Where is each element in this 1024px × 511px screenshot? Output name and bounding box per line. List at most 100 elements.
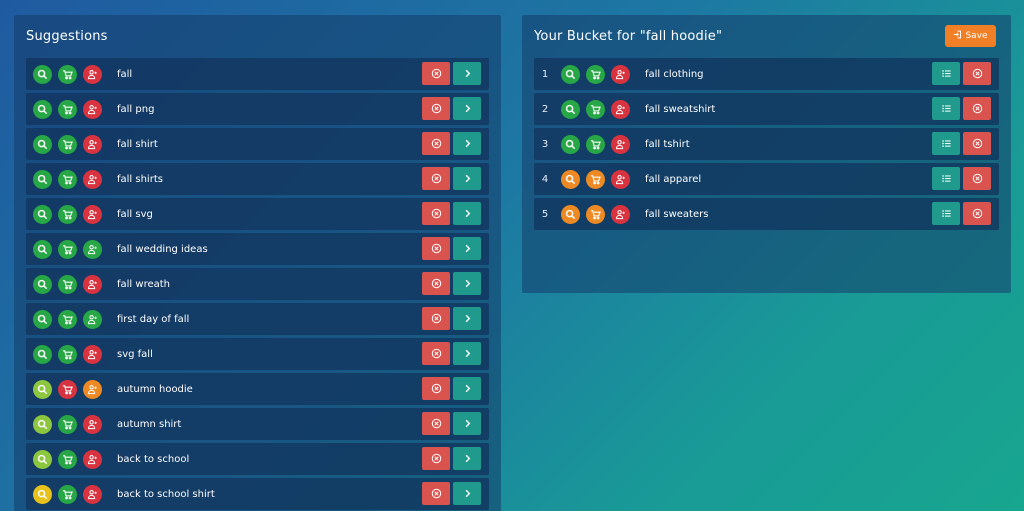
metric-icons (33, 344, 102, 364)
cart-icon (58, 309, 77, 329)
metric-icons (33, 449, 102, 469)
add-to-bucket-button[interactable] (453, 377, 481, 400)
remove-button[interactable] (422, 62, 450, 85)
details-button[interactable] (932, 132, 960, 155)
add-to-bucket-button[interactable] (453, 307, 481, 330)
add-to-bucket-button[interactable] (453, 272, 481, 295)
remove-button[interactable] (422, 237, 450, 260)
competition-icon (83, 274, 102, 294)
remove-button[interactable] (422, 447, 450, 470)
metric-icons (33, 134, 102, 154)
add-to-bucket-button[interactable] (453, 202, 481, 225)
remove-button[interactable] (963, 132, 991, 155)
remove-button[interactable] (963, 167, 991, 190)
row-index: 3 (541, 138, 549, 150)
remove-button[interactable] (422, 97, 450, 120)
add-to-bucket-button[interactable] (453, 237, 481, 260)
cart-icon (58, 274, 77, 294)
competition-icon (83, 99, 102, 119)
search-icon (33, 274, 52, 294)
details-button[interactable] (932, 97, 960, 120)
remove-icon (972, 204, 983, 223)
metric-icons (33, 309, 102, 329)
keyword-label: fall apparel (645, 173, 702, 185)
metric-icons (561, 169, 630, 189)
remove-icon (431, 169, 442, 188)
chevron-right-icon (462, 309, 473, 328)
cart-icon (58, 204, 77, 224)
add-to-bucket-button[interactable] (453, 132, 481, 155)
competition-icon (83, 449, 102, 469)
save-button[interactable]: Save (945, 25, 996, 47)
remove-button[interactable] (422, 412, 450, 435)
remove-button[interactable] (422, 307, 450, 330)
remove-button[interactable] (422, 132, 450, 155)
remove-button[interactable] (422, 482, 450, 505)
row-actions (422, 132, 481, 155)
row-actions (932, 62, 991, 85)
remove-button[interactable] (422, 202, 450, 225)
add-to-bucket-button[interactable] (453, 412, 481, 435)
cart-icon (58, 134, 77, 154)
competition-icon (611, 64, 630, 84)
keyword-label: fall clothing (645, 68, 704, 80)
metric-icons (33, 484, 102, 504)
suggestion-row: fall (26, 58, 489, 90)
keyword-label: fall shirts (117, 173, 163, 185)
metric-icons (33, 414, 102, 434)
keyword-label: svg fall (117, 348, 153, 360)
remove-button[interactable] (963, 97, 991, 120)
metric-icons (33, 379, 102, 399)
bucket-title: Your Bucket for "fall hoodie" (534, 29, 723, 44)
add-to-bucket-button[interactable] (453, 167, 481, 190)
add-to-bucket-button[interactable] (453, 342, 481, 365)
keyword-label: fall shirt (117, 138, 158, 150)
remove-icon (431, 204, 442, 223)
competition-icon (611, 169, 630, 189)
cart-icon (58, 239, 77, 259)
remove-icon (431, 239, 442, 258)
chevron-right-icon (462, 414, 473, 433)
add-to-bucket-button[interactable] (453, 447, 481, 470)
details-button[interactable] (932, 167, 960, 190)
remove-button[interactable] (422, 342, 450, 365)
remove-button[interactable] (963, 62, 991, 85)
row-index: 1 (541, 68, 549, 80)
keyword-label: back to school shirt (117, 488, 215, 500)
chevron-right-icon (462, 449, 473, 468)
metric-icons (33, 169, 102, 189)
competition-icon (83, 414, 102, 434)
cart-icon (58, 449, 77, 469)
add-to-bucket-button[interactable] (453, 62, 481, 85)
search-icon (561, 169, 580, 189)
chevron-right-icon (462, 274, 473, 293)
remove-button[interactable] (422, 272, 450, 295)
row-actions (422, 412, 481, 435)
metric-icons (561, 204, 630, 224)
suggestion-row: autumn hoodie (26, 373, 489, 405)
remove-button[interactable] (963, 202, 991, 225)
search-icon (561, 64, 580, 84)
list-icon (941, 204, 952, 223)
save-button-label: Save (965, 31, 988, 41)
cart-icon (58, 99, 77, 119)
competition-icon (83, 134, 102, 154)
details-button[interactable] (932, 202, 960, 225)
remove-button[interactable] (422, 167, 450, 190)
chevron-right-icon (462, 379, 473, 398)
add-to-bucket-button[interactable] (453, 482, 481, 505)
add-to-bucket-button[interactable] (453, 97, 481, 120)
suggestion-row: back to school shirt (26, 478, 489, 510)
bucket-row: 2 fall sweatshirt (534, 93, 999, 125)
chevron-right-icon (462, 239, 473, 258)
remove-icon (972, 64, 983, 83)
search-icon (33, 309, 52, 329)
suggestions-list: fall fall png fall shirt fall shirts fall sv… (26, 58, 489, 511)
row-actions (422, 202, 481, 225)
details-button[interactable] (932, 62, 960, 85)
remove-button[interactable] (422, 377, 450, 400)
row-actions (422, 237, 481, 260)
bucket-row: 3 fall tshirt (534, 128, 999, 160)
row-actions (932, 132, 991, 155)
keyword-label: fall wedding ideas (117, 243, 208, 255)
